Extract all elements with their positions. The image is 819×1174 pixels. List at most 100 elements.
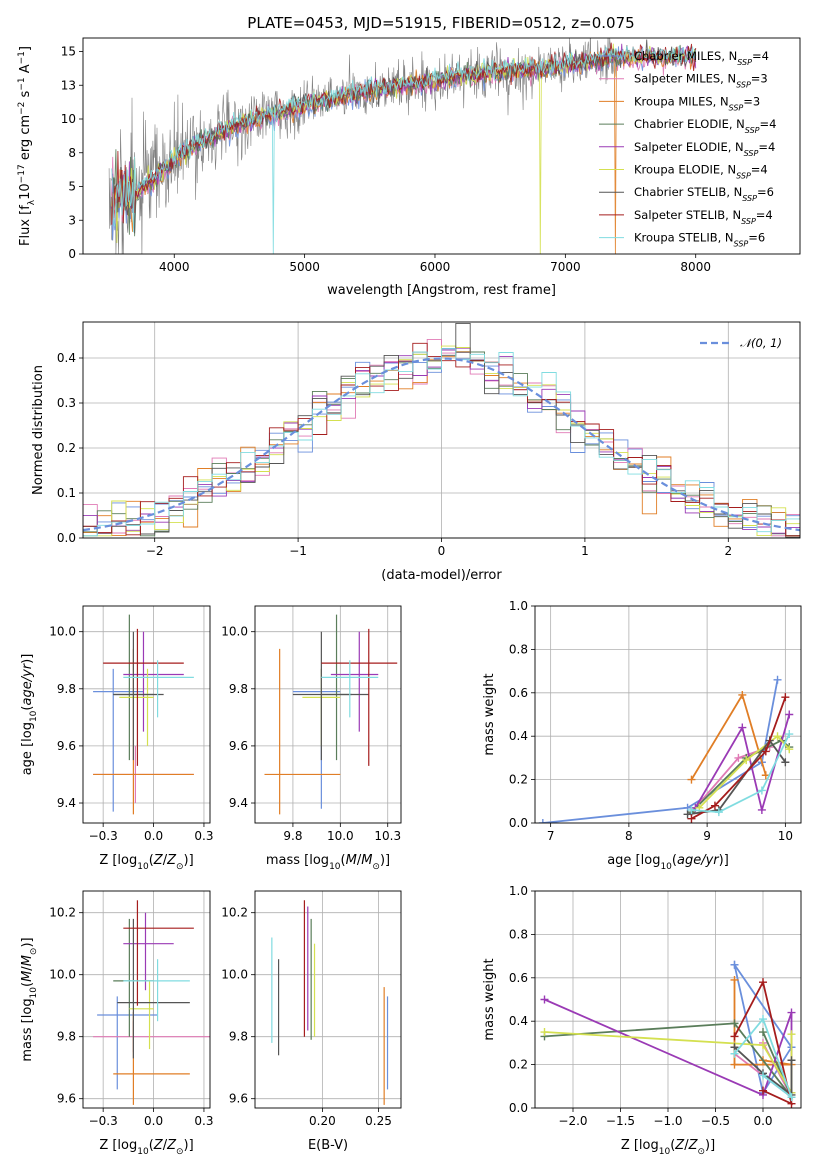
x-axis-label: wavelength [Angstrom, rest frame]	[327, 283, 556, 298]
y-tick-label: 1.0	[509, 599, 528, 613]
weight-marker-chabrier-stelib	[787, 1056, 796, 1065]
axes-frame	[254, 605, 402, 824]
legend-entry: Chabrier MILES, NSSP=4	[634, 49, 769, 67]
x-tick-label: 8000	[680, 260, 711, 274]
x-axis-label: mass [log10(M/M⊙)]	[266, 853, 390, 872]
x-axis-label: Z [log10(Z/Z⊙)]	[99, 1138, 193, 1157]
panel-age-vs-Z: −0.3 0.0 0.3 9.4 9.6 9.8 10.0 Z [log10(Z/Z⊙)] ag…	[20, 605, 213, 872]
y-tick-label: 9.8	[57, 1030, 76, 1044]
x-tick-label: 10.0	[327, 829, 354, 843]
y-tick-label: 0.2	[509, 1058, 528, 1072]
model-spectrum-chabrier-stelib	[111, 39, 697, 234]
weight-marker-chabrier-stelib	[781, 758, 790, 767]
x-axis-label: (data-model)/error	[381, 568, 502, 583]
axes-frame	[82, 605, 211, 824]
x-tick-label: −1	[289, 544, 307, 558]
y-tick-label: 0.6	[509, 971, 528, 985]
y-tick-label: 0.0	[509, 816, 528, 830]
weight-marker-kroupa-stelib	[759, 1015, 767, 1024]
axes-frame	[82, 890, 211, 1109]
y-tick-label: 13	[61, 78, 76, 92]
x-tick-label: 9.8	[283, 829, 302, 843]
x-tick-label: 0	[438, 544, 446, 558]
weight-line-chabrier-elodie	[544, 1022, 793, 1098]
x-tick-label: 0.3	[194, 829, 213, 843]
x-tick-label: −1.0	[653, 1114, 682, 1128]
x-tick-label: 2	[724, 544, 732, 558]
x-axis-label: age [log10(age/yr)]	[607, 853, 729, 872]
x-tick-label: 7000	[550, 260, 581, 274]
grid-age-vs-mass	[255, 606, 401, 823]
y-axis-label: Normed distribution	[31, 365, 46, 495]
y-tick-label: 0.8	[509, 927, 528, 941]
y-tick-label: 0.4	[509, 729, 528, 743]
legend-entry: Kroupa STELIB, NSSP=6	[634, 231, 765, 249]
x-tick-label: 8	[625, 829, 633, 843]
weight-marker-kroupa-miles	[738, 690, 747, 699]
x-tick-label: −2.0	[558, 1114, 587, 1128]
weight-line-kroupa-elodie	[698, 734, 790, 809]
y-axis-label: mass weight	[482, 673, 497, 755]
x-tick-label: 0.0	[753, 1114, 772, 1128]
weight-marker-kroupa-miles	[730, 975, 739, 984]
grid-age-vs-Z	[83, 606, 210, 823]
x-tick-label: 1	[581, 544, 589, 558]
hist-kroupa-stelib	[83, 348, 800, 538]
axes-frame	[82, 37, 801, 255]
legend: Chabrier MILES, NSSP=4 Salpeter MILES, NS…	[599, 49, 776, 248]
x-axis-label: Z [log10(Z/Z⊙)]	[621, 1138, 715, 1157]
legend-entry: 𝒩(0, 1)	[740, 336, 782, 350]
y-axis-label: age [log10(age/yr)]	[20, 654, 39, 776]
weight-line-chabrier-miles	[542, 679, 779, 823]
normal-curve	[83, 357, 800, 532]
y-axis-label: mass [log10(M/M⊙)]	[20, 937, 39, 1061]
x-tick-label: −0.3	[89, 829, 118, 843]
y-tick-label: 10.2	[49, 906, 76, 920]
y-tick-label: 10.0	[49, 625, 76, 639]
weight-marker-chabrier-elodie	[730, 1019, 739, 1028]
y-tick-label: 0.6	[509, 686, 528, 700]
x-axis-label: E(B-V)	[308, 1138, 348, 1153]
panel-weight-vs-Z: −2.0 −1.5 −1.0 −0.5 0.0 0.0 0.2 0.4 0.6 0.8 1.0 Z […	[482, 884, 802, 1157]
grid-mass-vs-Z	[83, 891, 210, 1108]
legend-entry: Chabrier STELIB, NSSP=6	[634, 185, 774, 203]
y-tick-label: 0.4	[57, 351, 76, 365]
y-tick-label: 10.0	[221, 968, 248, 982]
y-tick-label: 0.2	[509, 773, 528, 787]
y-tick-label: 9.8	[229, 682, 248, 696]
weight-marker-kroupa-stelib	[687, 805, 696, 814]
legend-entry: Chabrier ELODIE, NSSP=4	[634, 117, 776, 135]
plot-area-mass-vs-Z	[93, 900, 210, 1105]
y-tick-label: 0	[68, 247, 76, 261]
weight-marker-salpeter-elodie	[738, 723, 747, 732]
x-tick-label: −0.5	[701, 1114, 730, 1128]
axes-frame	[254, 890, 402, 1109]
panel-weight-vs-age: 7 8 9 10 0.0 0.2 0.4 0.6 0.8 1.0 age [log10(age/yr…	[482, 599, 802, 872]
weight-marker-chabrier-stelib	[683, 810, 692, 819]
y-tick-label: 10	[61, 112, 76, 126]
weight-line-salpeter-stelib	[691, 696, 787, 820]
y-tick-label: 9.4	[57, 796, 76, 810]
weight-marker-kroupa-elodie	[742, 756, 751, 765]
weight-marker-salpeter-stelib	[759, 978, 767, 987]
y-tick-label: 0.1	[57, 486, 76, 500]
x-tick-label: 0.20	[309, 1114, 336, 1128]
weight-marker-kroupa-miles	[730, 1060, 739, 1069]
x-tick-label: 5000	[289, 260, 320, 274]
panel-age-vs-mass: 9.8 10.0 10.3 9.4 9.6 9.8 10.0 mass [log10(M/M⊙…	[221, 605, 402, 872]
weight-marker-kroupa-stelib	[759, 1071, 767, 1080]
y-tick-label: 0.3	[57, 396, 76, 410]
x-tick-label: −1.5	[606, 1114, 635, 1128]
x-axis-label: Z [log10(Z/Z⊙)]	[99, 853, 193, 872]
axes-frame	[534, 890, 802, 1109]
y-tick-label: 9.6	[57, 1092, 76, 1106]
weight-marker-salpeter-stelib	[730, 1032, 739, 1041]
weight-marker-kroupa-stelib	[787, 1093, 796, 1102]
weight-marker-chabrier-miles	[538, 819, 547, 823]
y-tick-label: 5	[68, 180, 76, 194]
legend-entry: Salpeter STELIB, NSSP=4	[634, 208, 773, 226]
model-spectrum-kroupa-stelib	[111, 45, 697, 254]
x-tick-label: 6000	[420, 260, 451, 274]
weight-marker-kroupa-miles	[687, 775, 696, 784]
plot-area-age-vs-mass	[264, 614, 398, 815]
